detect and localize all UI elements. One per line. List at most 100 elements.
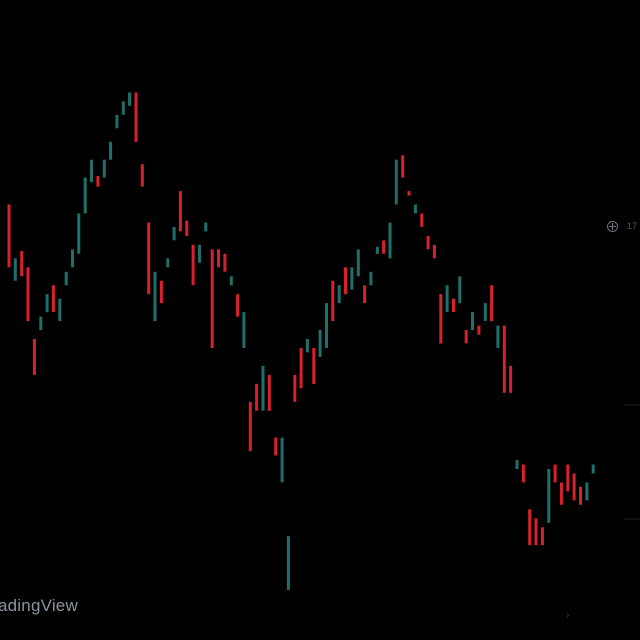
candle-up bbox=[109, 141, 113, 160]
candle-down bbox=[490, 285, 494, 322]
candle-down bbox=[509, 365, 513, 393]
candle-down bbox=[185, 220, 189, 236]
candle-down bbox=[477, 325, 481, 335]
candle-down bbox=[344, 267, 347, 295]
candle-down bbox=[267, 374, 271, 411]
candle-up bbox=[547, 469, 551, 523]
candle-up bbox=[39, 316, 43, 330]
candle-down bbox=[382, 240, 386, 254]
candle-down bbox=[401, 155, 405, 178]
candle-down bbox=[432, 244, 436, 259]
candle-up bbox=[585, 482, 589, 501]
candle-up bbox=[115, 114, 119, 129]
candle-up bbox=[394, 159, 398, 205]
price-scale-tick bbox=[624, 518, 640, 520]
candle-down bbox=[178, 191, 182, 232]
candle-up bbox=[102, 159, 106, 178]
candle-up bbox=[64, 271, 68, 286]
candle-down bbox=[553, 464, 557, 483]
candle-up bbox=[83, 177, 87, 214]
candle-down bbox=[331, 280, 335, 321]
candle-down bbox=[191, 244, 195, 286]
candle-up bbox=[369, 271, 373, 286]
candle-down bbox=[426, 235, 430, 250]
candle-down bbox=[293, 374, 297, 402]
candle-up bbox=[305, 339, 309, 353]
price-scale-tick bbox=[624, 404, 640, 406]
candle-up bbox=[458, 276, 462, 304]
candle-down bbox=[363, 285, 367, 304]
candle-up bbox=[229, 276, 233, 286]
candle-down bbox=[236, 294, 240, 317]
candle-up bbox=[318, 330, 322, 357]
candle-down bbox=[26, 267, 30, 322]
candle-down bbox=[140, 164, 144, 187]
candle-down bbox=[210, 249, 214, 348]
candle-down bbox=[464, 330, 468, 344]
candle-down bbox=[217, 249, 220, 268]
candle-down bbox=[51, 285, 55, 313]
candle-up bbox=[58, 298, 62, 322]
candle-down bbox=[579, 486, 582, 505]
candle-up bbox=[172, 226, 176, 241]
candle-down bbox=[407, 191, 411, 196]
candle-up bbox=[71, 249, 74, 268]
candle-up bbox=[471, 312, 474, 330]
crosshair-icon[interactable] bbox=[607, 221, 618, 232]
candle-up bbox=[325, 303, 328, 348]
candle-up bbox=[337, 285, 341, 304]
candle-up bbox=[198, 244, 201, 263]
candle-down bbox=[274, 437, 278, 456]
candle-down bbox=[572, 473, 576, 501]
candle-down bbox=[502, 325, 506, 393]
candle-down bbox=[534, 518, 538, 546]
candle-up bbox=[286, 536, 290, 590]
candle-up bbox=[280, 437, 284, 483]
candle-up bbox=[166, 258, 170, 268]
candle-down bbox=[540, 527, 544, 546]
candle-up bbox=[242, 312, 246, 348]
candle-up bbox=[77, 213, 81, 254]
tradingview-watermark: adingView bbox=[0, 596, 78, 615]
candle-down bbox=[420, 213, 424, 227]
candle-up bbox=[445, 285, 449, 313]
candle-up bbox=[591, 464, 595, 474]
candle-down bbox=[159, 280, 163, 304]
candle-up bbox=[413, 204, 417, 214]
candle-up bbox=[356, 249, 360, 277]
candle-down bbox=[312, 348, 316, 384]
candle-down bbox=[147, 222, 151, 295]
candle-up bbox=[45, 294, 49, 313]
candle-up bbox=[13, 258, 17, 281]
candle-down bbox=[134, 92, 138, 142]
candle-down bbox=[248, 401, 252, 452]
price-scale-label: 17 bbox=[627, 221, 638, 231]
candle-down bbox=[559, 482, 563, 505]
candle-down bbox=[20, 251, 24, 277]
candle-up bbox=[515, 460, 519, 469]
candle-up bbox=[261, 365, 265, 411]
candle-down bbox=[299, 348, 303, 389]
candle-up bbox=[388, 222, 392, 259]
candle-up bbox=[483, 303, 487, 321]
candle-up bbox=[90, 159, 93, 183]
candle-up bbox=[121, 101, 125, 115]
candle-up bbox=[496, 325, 500, 348]
candle-up bbox=[153, 271, 157, 322]
candle-down bbox=[452, 298, 455, 313]
candle-down bbox=[96, 175, 100, 187]
candle-up bbox=[375, 246, 379, 254]
candle-down bbox=[521, 464, 525, 483]
candle-up bbox=[128, 92, 132, 106]
candle-up bbox=[350, 267, 354, 290]
candle-down bbox=[223, 253, 227, 272]
candle-down bbox=[528, 509, 532, 546]
candle-down bbox=[566, 464, 570, 492]
candle-down bbox=[32, 339, 36, 375]
candle-down bbox=[439, 294, 443, 344]
chevron-right-icon[interactable]: › bbox=[566, 610, 570, 621]
candle-down bbox=[255, 383, 259, 411]
candle-up bbox=[204, 222, 208, 232]
